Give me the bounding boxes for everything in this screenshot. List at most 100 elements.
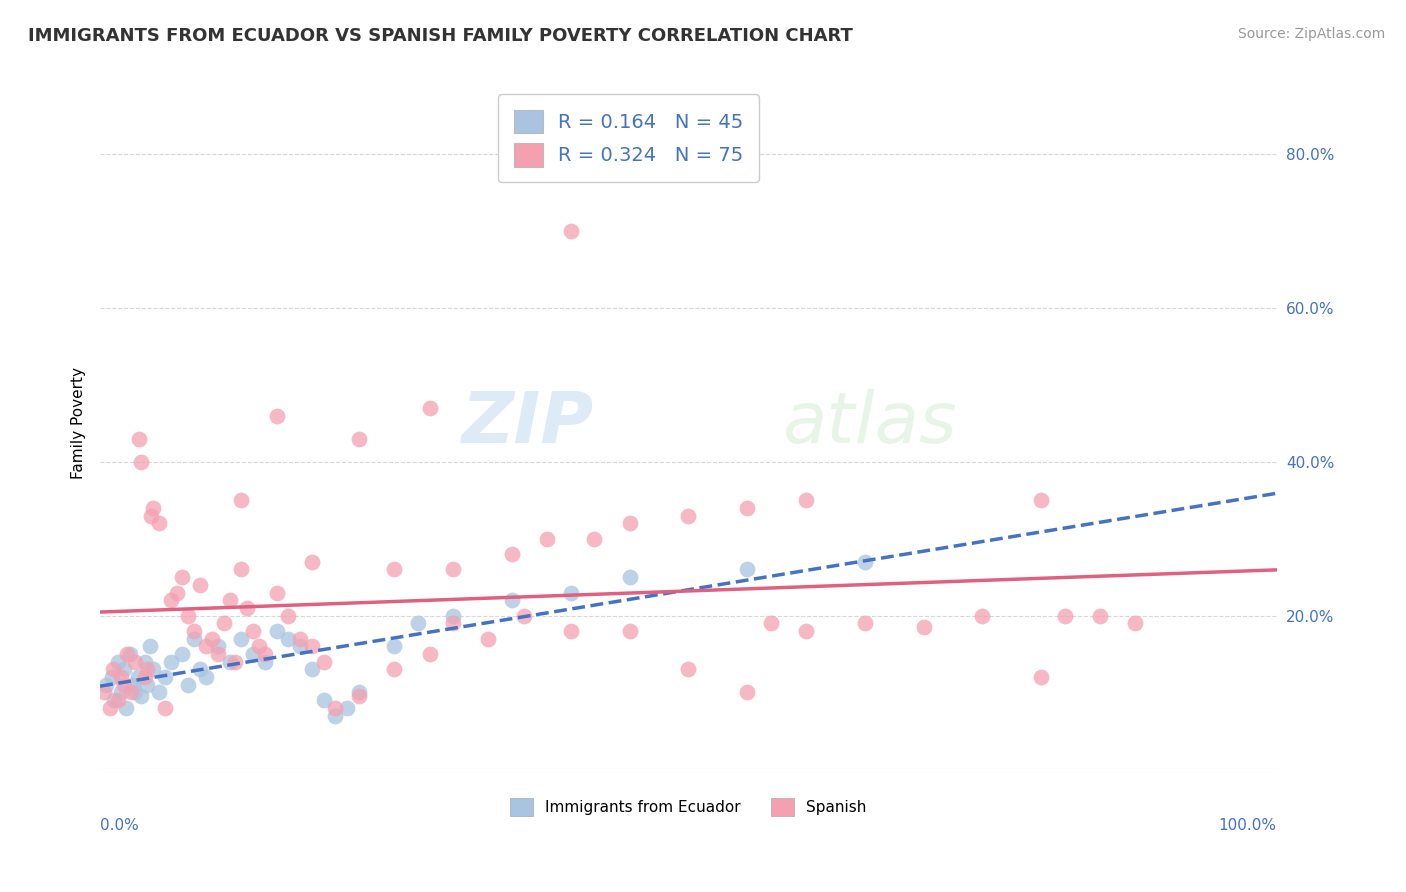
Point bbox=[142, 662, 165, 676]
Point bbox=[441, 562, 464, 576]
Point bbox=[120, 685, 142, 699]
Point bbox=[560, 624, 582, 638]
Point bbox=[218, 655, 240, 669]
Point bbox=[347, 685, 370, 699]
Point bbox=[207, 647, 229, 661]
Point bbox=[794, 493, 817, 508]
Point bbox=[441, 616, 464, 631]
Point bbox=[347, 432, 370, 446]
Point bbox=[231, 632, 253, 646]
Point bbox=[159, 655, 181, 669]
Point bbox=[853, 616, 876, 631]
Point bbox=[224, 655, 246, 669]
Point bbox=[124, 655, 146, 669]
Point bbox=[1031, 493, 1053, 508]
Point bbox=[110, 685, 132, 699]
Point bbox=[128, 432, 150, 446]
Point bbox=[853, 555, 876, 569]
Point bbox=[94, 678, 117, 692]
Point bbox=[101, 670, 124, 684]
Text: Source: ZipAtlas.com: Source: ZipAtlas.com bbox=[1237, 27, 1385, 41]
Point bbox=[441, 608, 464, 623]
Point bbox=[325, 701, 347, 715]
Point bbox=[148, 516, 170, 531]
Point bbox=[103, 693, 125, 707]
Point bbox=[1088, 608, 1111, 623]
Point bbox=[218, 593, 240, 607]
Point bbox=[382, 662, 405, 676]
Point bbox=[115, 701, 138, 715]
Point bbox=[207, 640, 229, 654]
Point bbox=[301, 640, 323, 654]
Point bbox=[131, 455, 153, 469]
Point bbox=[134, 670, 156, 684]
Point bbox=[583, 532, 606, 546]
Point bbox=[619, 516, 641, 531]
Point bbox=[477, 632, 499, 646]
Point bbox=[560, 585, 582, 599]
Point bbox=[406, 616, 429, 631]
Point bbox=[212, 616, 235, 631]
Point bbox=[253, 655, 276, 669]
Point bbox=[512, 608, 534, 623]
Point bbox=[148, 685, 170, 699]
Point bbox=[382, 640, 405, 654]
Point bbox=[134, 655, 156, 669]
Point bbox=[153, 670, 176, 684]
Point bbox=[759, 616, 782, 631]
Point bbox=[735, 500, 758, 515]
Point bbox=[678, 508, 700, 523]
Point bbox=[325, 708, 347, 723]
Point bbox=[136, 662, 159, 676]
Point bbox=[242, 624, 264, 638]
Point bbox=[188, 662, 211, 676]
Point bbox=[231, 562, 253, 576]
Point bbox=[107, 693, 129, 707]
Point bbox=[312, 693, 335, 707]
Point bbox=[253, 647, 276, 661]
Point bbox=[172, 570, 194, 584]
Point bbox=[418, 401, 440, 415]
Point bbox=[347, 690, 370, 704]
Text: 0.0%: 0.0% bbox=[100, 818, 139, 833]
Point bbox=[247, 640, 270, 654]
Point bbox=[1125, 616, 1147, 631]
Point bbox=[142, 500, 165, 515]
Point bbox=[678, 662, 700, 676]
Point bbox=[536, 532, 558, 546]
Point bbox=[735, 685, 758, 699]
Point bbox=[288, 640, 311, 654]
Point bbox=[277, 608, 299, 623]
Point bbox=[242, 647, 264, 661]
Point bbox=[972, 608, 994, 623]
Point bbox=[619, 624, 641, 638]
Point bbox=[735, 562, 758, 576]
Point bbox=[177, 678, 200, 692]
Point bbox=[301, 662, 323, 676]
Text: ZIP: ZIP bbox=[463, 389, 595, 458]
Text: atlas: atlas bbox=[783, 389, 957, 458]
Point bbox=[1053, 608, 1076, 623]
Point bbox=[166, 585, 188, 599]
Point bbox=[124, 685, 146, 699]
Point bbox=[101, 662, 124, 676]
Point bbox=[183, 632, 205, 646]
Point bbox=[177, 608, 200, 623]
Point bbox=[288, 632, 311, 646]
Text: IMMIGRANTS FROM ECUADOR VS SPANISH FAMILY POVERTY CORRELATION CHART: IMMIGRANTS FROM ECUADOR VS SPANISH FAMIL… bbox=[28, 27, 853, 45]
Point bbox=[159, 593, 181, 607]
Point bbox=[195, 640, 218, 654]
Point bbox=[266, 585, 288, 599]
Point bbox=[301, 555, 323, 569]
Point bbox=[131, 690, 153, 704]
Point bbox=[183, 624, 205, 638]
Point bbox=[382, 562, 405, 576]
Point bbox=[122, 678, 145, 692]
Point bbox=[501, 593, 523, 607]
Point bbox=[619, 570, 641, 584]
Point bbox=[912, 620, 935, 634]
Point bbox=[107, 655, 129, 669]
Point bbox=[501, 547, 523, 561]
Point bbox=[153, 701, 176, 715]
Point bbox=[112, 678, 135, 692]
